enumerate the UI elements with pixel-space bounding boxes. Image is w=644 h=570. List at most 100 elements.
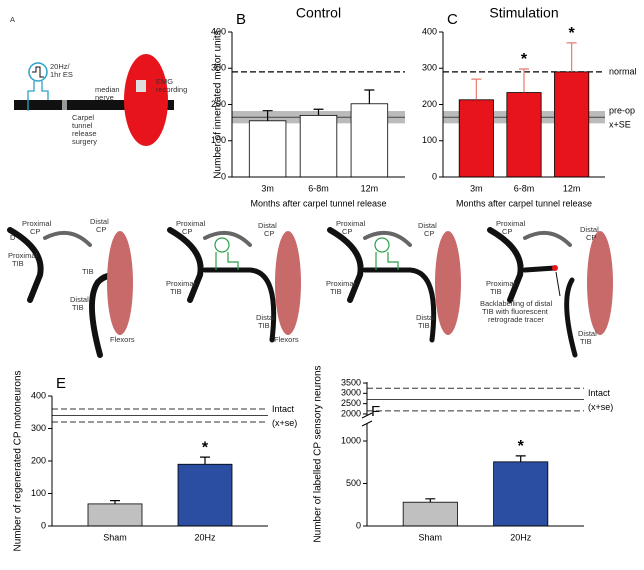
bar [248,120,287,178]
y-tick-label: 3000 [341,388,361,398]
significance: * [521,51,528,68]
bar [402,501,458,527]
x-tick-label: 6-8m [308,183,329,193]
label: Distal [258,221,277,230]
x-tick-label: 12m [563,183,581,193]
arrow [555,271,561,297]
label: CP [96,225,106,234]
label: nerve [95,93,114,102]
y-tick-label: 100 [211,135,226,145]
label: Proximal [8,251,38,260]
panel-label: A [10,15,15,24]
label: CP [30,227,40,236]
tracer [552,265,558,271]
leads [27,81,49,111]
error-bar [471,78,482,100]
reference-label: (x+se) [588,402,613,412]
label: TIB [12,259,24,268]
y-tick-label: 500 [346,478,361,488]
label: Distal [90,217,109,226]
panel-a: A 20Hz/ 1hr ES median nerve Carpel tunne… [10,15,187,146]
label: TIB [170,287,182,296]
y-tick-label: 3500 [341,377,361,387]
label: CP [586,233,596,242]
y-tick-label: 300 [211,63,226,73]
label: recording [156,85,187,94]
x-axis-label: Months after carpel tunnel release [250,198,386,208]
x-tick-label: 3m [261,183,274,193]
label: Carpel [72,113,94,122]
y-axis-label: Number of labelled CP sensory neurons [313,365,324,542]
label: Flexors [274,335,299,344]
reference-label: pre-op [609,106,635,116]
label: Distal [70,295,89,304]
error-bar [519,68,529,93]
label: TIB with fluorescent [482,307,549,316]
label: CP [182,227,192,236]
y-tick-label: 1000 [341,435,361,445]
label: CP [342,227,352,236]
label: retrograde tracer [488,315,544,324]
reference-label: (x+se) [272,418,297,428]
label: Backlabelling of distal [480,299,552,308]
significance: * [202,439,209,456]
bar [350,103,389,178]
nerves [7,227,578,358]
y-tick-label: 0 [432,171,437,181]
panel-label: E [56,375,66,392]
muscle [124,54,168,146]
x-tick-label: 3m [470,183,483,193]
label: TIB [72,303,84,312]
label: Proximal [176,219,206,228]
label: Distal [580,225,599,234]
label: Distal [256,313,275,322]
y-tick-label: 100 [31,488,46,498]
bar [493,461,549,527]
label: TIB [258,321,270,330]
label: TIB [490,287,502,296]
y-tick-label: 100 [422,135,437,145]
bar [299,114,338,178]
y-axis-label: Number of regenerated CP motoneurons [13,370,24,551]
chart-title: Control [296,5,341,21]
y-tick-label: 0 [41,520,46,530]
panel-label: B [236,11,246,28]
cut [62,100,67,110]
label: Proximal [496,219,526,228]
x-tick-label: 20Hz [194,532,216,542]
x-tick-label: 20Hz [510,532,532,542]
x-tick-label: Sham [419,532,443,542]
label: tunnel [72,121,93,130]
bar [177,463,233,527]
y-tick-label: 2500 [341,398,361,408]
electrode [136,80,146,92]
bar [87,503,143,527]
error-bar [425,498,436,503]
y-tick-label: 200 [211,99,226,109]
label: Proximal [326,279,356,288]
panel-label: F [371,403,380,420]
y-tick-label: 400 [31,390,46,400]
label: TIB [330,287,342,296]
error-bar [200,456,210,465]
error-bar [262,110,273,121]
normal-label: normal [609,66,637,76]
label: TIB [82,267,94,276]
label: 20Hz/ [50,62,71,71]
nerve [14,100,174,110]
label: Distal [578,329,597,338]
label: 1hr ES [50,70,73,79]
axis-break [361,412,373,427]
error-bar [566,42,577,72]
label: median [95,85,120,94]
label: TIB [418,321,430,330]
label: release [72,129,97,138]
y-tick-label: 200 [422,99,437,109]
error-bar [110,500,120,504]
error-bar [364,89,375,104]
y-tick-label: 300 [422,63,437,73]
stimulator [28,62,48,82]
x-axis-label: Months after carpel tunnel release [456,198,592,208]
significance: * [569,25,576,42]
